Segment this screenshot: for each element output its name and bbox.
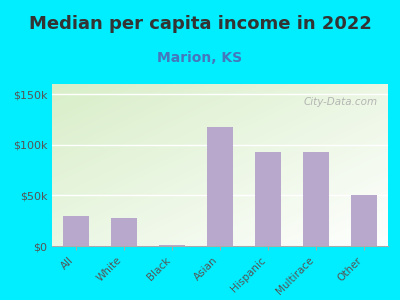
Bar — [351, 195, 377, 246]
Bar — [207, 127, 233, 246]
Text: City-Data.com: City-Data.com — [304, 97, 378, 107]
Text: Median per capita income in 2022: Median per capita income in 2022 — [28, 15, 372, 33]
Bar — [63, 216, 89, 246]
Bar — [303, 152, 329, 246]
Bar — [111, 218, 137, 246]
Bar — [159, 245, 185, 246]
Text: Marion, KS: Marion, KS — [158, 51, 242, 65]
Bar — [255, 152, 281, 246]
